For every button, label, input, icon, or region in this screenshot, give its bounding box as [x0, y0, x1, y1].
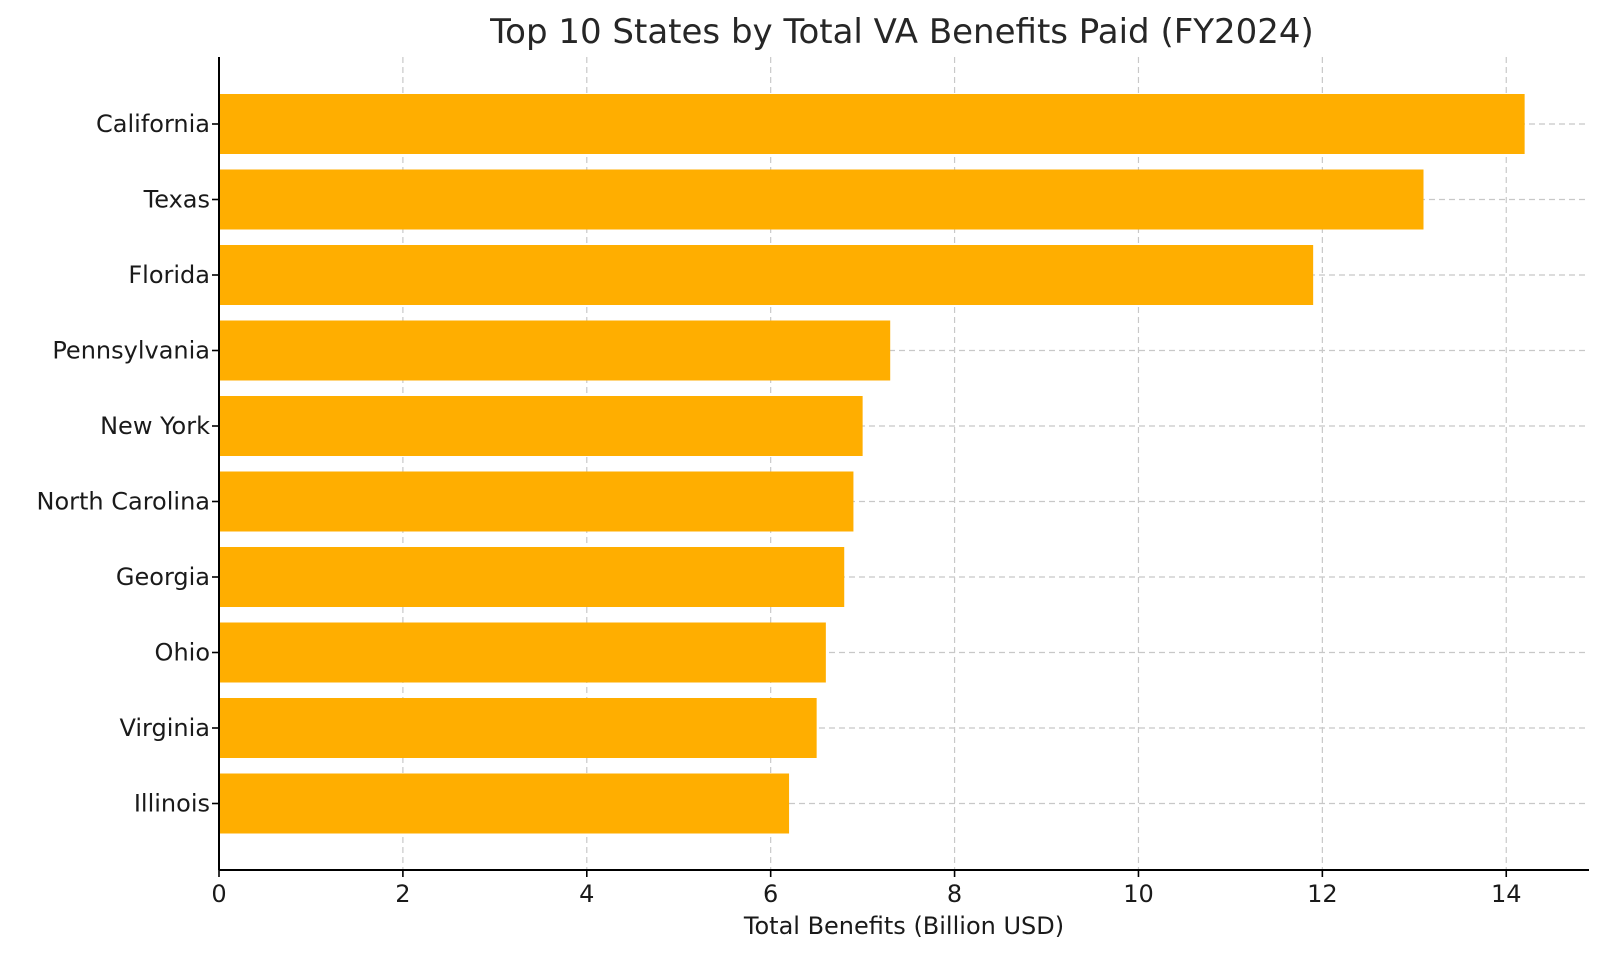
y-tick-label: Texas: [143, 186, 210, 214]
bar-georgia: [219, 547, 845, 607]
axes: [212, 57, 1589, 877]
x-tick-label: 2: [395, 880, 410, 908]
y-tick-label: Virginia: [120, 714, 211, 742]
x-tick-label: 10: [1123, 880, 1154, 908]
chart-title: Top 10 States by Total VA Benefits Paid …: [489, 12, 1314, 52]
y-tick-label: Ohio: [155, 639, 210, 667]
bar-illinois: [219, 773, 790, 834]
y-tick-label: Florida: [128, 261, 210, 289]
x-tick-label: 0: [211, 880, 226, 908]
y-tick-label: Illinois: [134, 790, 210, 818]
x-tick-label: 8: [947, 880, 962, 908]
bar-texas: [219, 169, 1424, 230]
y-tick-label: Georgia: [116, 563, 210, 591]
x-axis-label: Total Benefits (Billion USD): [743, 912, 1064, 940]
y-tick-label: California: [96, 110, 210, 138]
bars: [219, 94, 1525, 834]
y-tick-labels: California Texas Florida Pennsylvania New Yo…: [37, 110, 211, 818]
y-tick-label: Pennsylvania: [52, 337, 210, 365]
bar-california: [219, 94, 1525, 154]
bar-pennsylvania: [219, 320, 891, 381]
x-tick-label: 12: [1307, 880, 1338, 908]
bar-virginia: [219, 698, 817, 758]
bar-florida: [219, 245, 1314, 305]
bar-north-carolina: [219, 471, 854, 532]
x-tick-label: 4: [579, 880, 594, 908]
y-tick-label: New York: [100, 412, 210, 440]
x-tick-label: 6: [763, 880, 778, 908]
x-tick-labels: 0 2 4 6 8 10 12 14: [211, 880, 1521, 908]
bar-new-york: [219, 396, 863, 456]
x-tick-label: 14: [1491, 880, 1522, 908]
bar-ohio: [219, 622, 826, 683]
y-tick-label: North Carolina: [37, 488, 211, 516]
